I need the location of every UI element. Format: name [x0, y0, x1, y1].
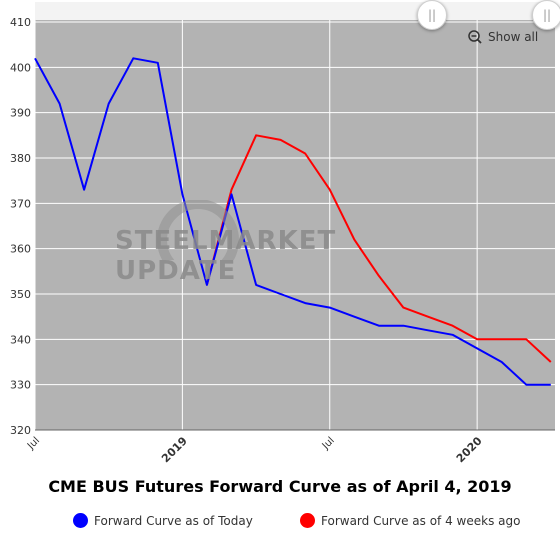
data-point[interactable] [278, 137, 283, 142]
y-tick-label: 360 [10, 243, 31, 256]
data-point[interactable] [475, 337, 480, 342]
data-point[interactable] [401, 305, 406, 310]
legend-marker-today [73, 513, 88, 528]
y-axis: 320 330 340 350 360 370 380 390 400 410 [10, 16, 31, 437]
data-point[interactable] [475, 346, 480, 351]
y-tick-label: 350 [10, 288, 31, 301]
data-point[interactable] [303, 301, 308, 306]
chart-title: CME BUS Futures Forward Curve as of Apri… [48, 477, 512, 496]
data-point[interactable] [352, 314, 357, 319]
data-point[interactable] [33, 56, 38, 61]
data-point[interactable] [155, 60, 160, 65]
data-point[interactable] [57, 101, 62, 106]
data-point[interactable] [229, 187, 234, 192]
data-point[interactable] [450, 332, 455, 337]
data-point[interactable] [327, 305, 332, 310]
data-point[interactable] [131, 56, 136, 61]
x-tick-label: 2020 [454, 434, 485, 465]
y-tick-label: 320 [10, 424, 31, 437]
grip-lines-icon: || [427, 8, 437, 22]
data-point[interactable] [548, 360, 553, 365]
show-all-button[interactable]: Show all [468, 30, 538, 44]
data-point[interactable] [303, 151, 308, 156]
legend-label-today: Forward Curve as of Today [94, 513, 253, 528]
y-tick-label: 390 [10, 107, 31, 120]
legend: Forward Curve as of Today Forward Curve … [0, 513, 560, 533]
data-point[interactable] [376, 323, 381, 328]
show-all-label: Show all [488, 30, 539, 44]
data-point[interactable] [352, 237, 357, 242]
legend-item-today[interactable]: Forward Curve as of Today [73, 513, 253, 528]
series-layer [33, 56, 553, 387]
grid-lines [34, 2, 555, 431]
data-point[interactable] [229, 192, 234, 197]
data-point[interactable] [106, 101, 111, 106]
data-point[interactable] [499, 337, 504, 342]
y-tick-label: 330 [10, 379, 31, 392]
series-line-0[interactable] [34, 57, 551, 386]
x-tick-label: 2019 [159, 434, 190, 465]
scroll-handle-left[interactable]: || [417, 0, 447, 30]
data-point[interactable] [376, 273, 381, 278]
series-line-1[interactable] [205, 134, 552, 363]
data-point[interactable] [499, 360, 504, 365]
data-point[interactable] [82, 187, 87, 192]
y-tick-label: 380 [10, 152, 31, 165]
scrollbar-track[interactable] [35, 2, 555, 20]
y-tick-label: 410 [10, 16, 31, 29]
x-axis: Jul 2019 Jul 2020 [25, 429, 555, 465]
data-point[interactable] [204, 282, 209, 287]
data-point[interactable] [327, 187, 332, 192]
legend-marker-4-weeks-ago [300, 513, 315, 528]
data-point[interactable] [254, 282, 259, 287]
data-point[interactable] [450, 323, 455, 328]
y-tick-label: 340 [10, 333, 31, 346]
y-tick-label: 370 [10, 197, 31, 210]
legend-label-4-weeks-ago: Forward Curve as of 4 weeks ago [321, 513, 521, 528]
data-point[interactable] [180, 192, 185, 197]
x-tick-label: Jul [320, 435, 337, 452]
x-tick-label: Jul [25, 435, 42, 452]
data-point[interactable] [524, 382, 529, 387]
data-point[interactable] [548, 382, 553, 387]
data-point[interactable] [278, 292, 283, 297]
legend-item-4-weeks-ago[interactable]: Forward Curve as of 4 weeks ago [300, 513, 520, 528]
scroll-handle-right[interactable]: || [532, 0, 560, 30]
data-point[interactable] [254, 133, 259, 138]
grip-lines-icon: || [542, 8, 552, 22]
data-point[interactable] [426, 314, 431, 319]
y-tick-label: 400 [10, 61, 31, 74]
data-point[interactable] [401, 323, 406, 328]
zoom-out-icon [468, 30, 482, 44]
data-point[interactable] [524, 337, 529, 342]
plot-background [35, 2, 555, 430]
data-point[interactable] [426, 328, 431, 333]
